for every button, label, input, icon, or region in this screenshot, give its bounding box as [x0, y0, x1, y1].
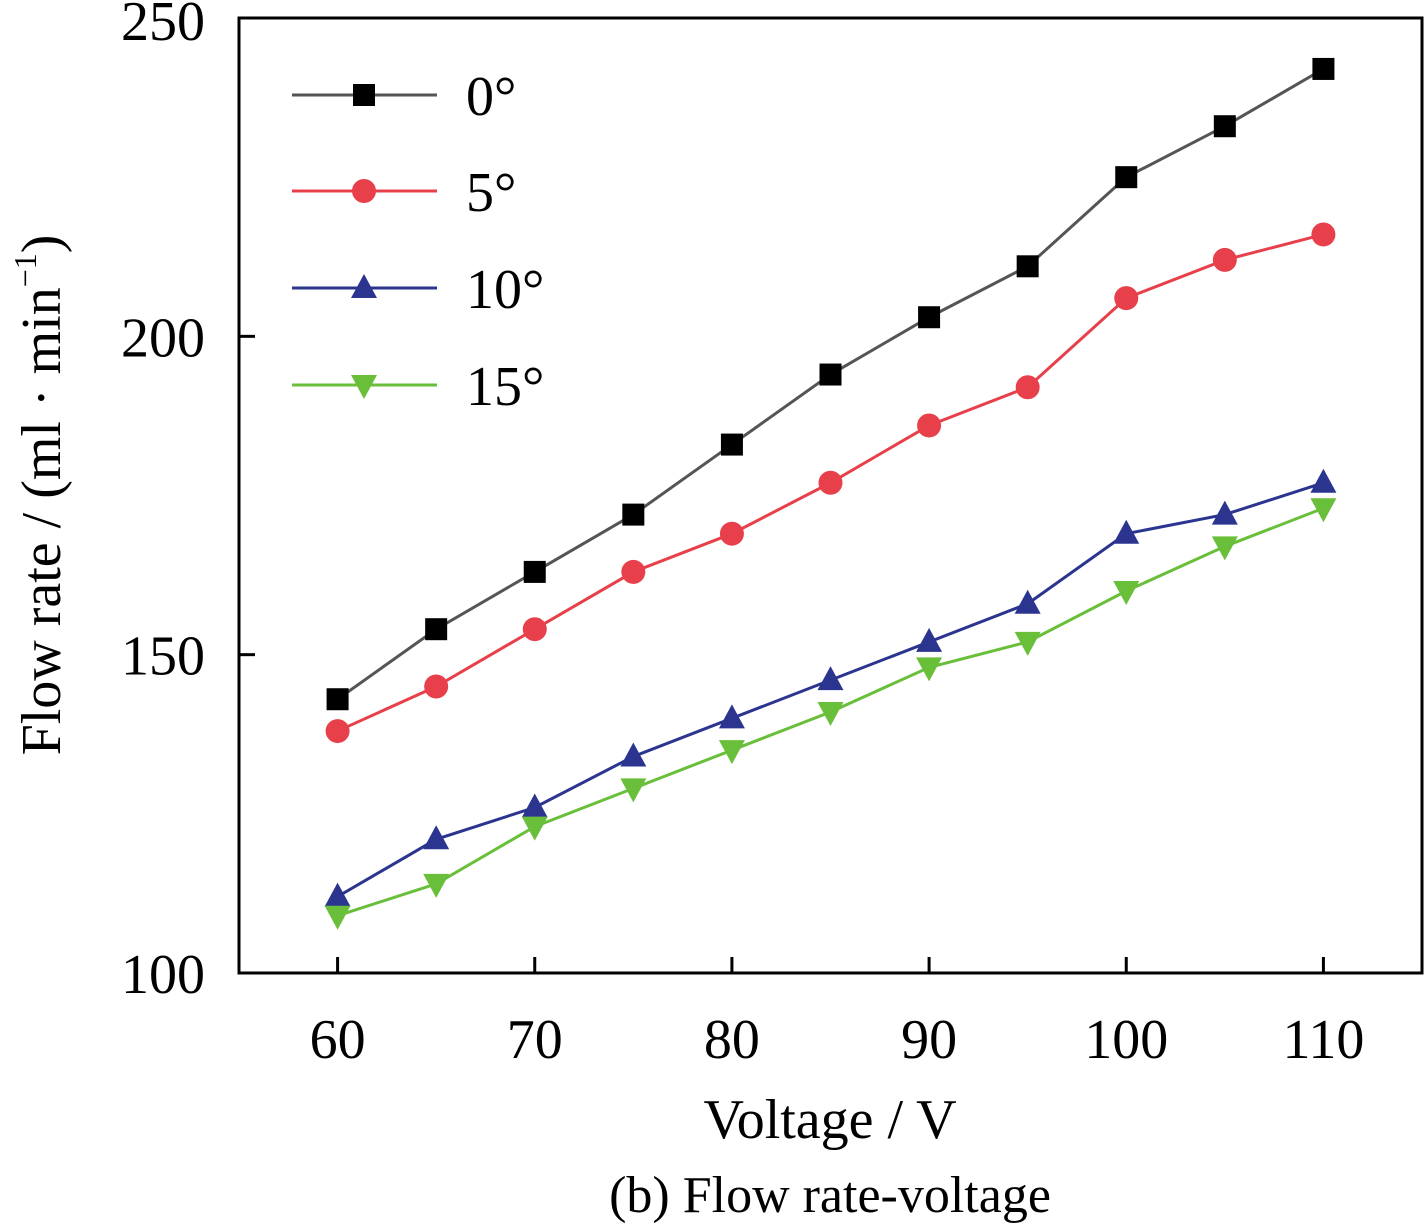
data-point: [718, 740, 745, 765]
data-point: [423, 873, 450, 898]
x-axis-label: Voltage / V: [703, 1089, 956, 1151]
x-tick-label: 80: [704, 1009, 760, 1071]
y-tick-label: 250: [121, 0, 205, 53]
legend-label: 0°: [466, 66, 516, 128]
data-point: [917, 413, 942, 438]
legend-entry: 0°: [292, 66, 516, 128]
data-point: [1310, 498, 1337, 523]
data-point: [817, 701, 844, 726]
legend-entry: 10°: [292, 259, 544, 321]
data-point: [324, 905, 351, 930]
legend-label: 15°: [466, 356, 544, 418]
data-point: [1212, 247, 1237, 272]
legend-marker: [353, 84, 375, 106]
x-tick-label: 100: [1084, 1009, 1168, 1071]
data-point: [620, 778, 647, 803]
data-point: [1113, 519, 1140, 544]
legend-label: 5°: [466, 162, 516, 224]
data-point: [425, 618, 448, 641]
legend-entry: 15°: [292, 356, 544, 418]
data-point: [720, 433, 743, 456]
x-tick-label: 70: [507, 1009, 563, 1071]
data-point: [1310, 468, 1337, 493]
data-point: [521, 816, 548, 841]
data-point: [1311, 222, 1336, 247]
data-point: [424, 674, 449, 699]
data-point: [523, 560, 546, 583]
figure-caption: (b) Flow rate-voltage: [609, 1167, 1051, 1224]
data-point: [916, 657, 943, 682]
data-point: [916, 627, 943, 652]
legend-entry: 5°: [292, 162, 516, 224]
data-point: [325, 719, 350, 744]
data-point: [1014, 631, 1041, 656]
y-tick-label: 150: [121, 626, 205, 688]
y-tick-label: 100: [121, 944, 205, 1006]
x-tick-label: 110: [1282, 1009, 1364, 1071]
y-axis-ticks: 100 150 200 250: [121, 0, 255, 1006]
legend: 0° 5° 10° 15°: [292, 66, 544, 418]
data-point: [324, 882, 351, 907]
data-point: [622, 503, 645, 526]
x-axis-ticks: 60 70 80 90 100 110: [310, 957, 1364, 1071]
y-tick-label: 200: [121, 307, 205, 369]
data-point: [620, 742, 647, 767]
data-point: [1016, 255, 1039, 278]
data-point: [621, 559, 646, 584]
data-point: [326, 688, 349, 711]
data-point: [817, 666, 844, 691]
data-point: [423, 825, 450, 850]
data-point: [1213, 115, 1236, 138]
legend-label: 10°: [466, 259, 544, 321]
data-point: [1211, 500, 1238, 525]
data-point: [819, 363, 842, 386]
series-2: [324, 468, 1337, 907]
y-axis-label: Flow rate / (ml · min−1): [7, 235, 73, 756]
data-point: [522, 617, 547, 642]
legend-marker: [351, 274, 377, 298]
data-point: [1113, 581, 1140, 605]
data-point: [918, 306, 941, 329]
series-0: [326, 57, 1335, 711]
data-point: [1114, 286, 1139, 311]
legend-marker: [351, 375, 377, 399]
data-point: [818, 470, 843, 495]
data-point: [1014, 589, 1041, 614]
data-point: [1015, 375, 1040, 400]
data-point: [1312, 57, 1335, 80]
data-point: [718, 704, 745, 729]
plot-frame: [237, 16, 1424, 975]
data-point: [719, 521, 744, 546]
x-tick-label: 60: [310, 1009, 366, 1071]
legend-marker: [352, 179, 376, 203]
series-1: [325, 222, 1336, 744]
series-3: [324, 498, 1337, 930]
series-layer: [324, 57, 1337, 930]
x-tick-label: 90: [901, 1009, 957, 1071]
data-point: [521, 793, 548, 818]
data-point: [1211, 536, 1238, 561]
data-point: [1115, 166, 1138, 189]
